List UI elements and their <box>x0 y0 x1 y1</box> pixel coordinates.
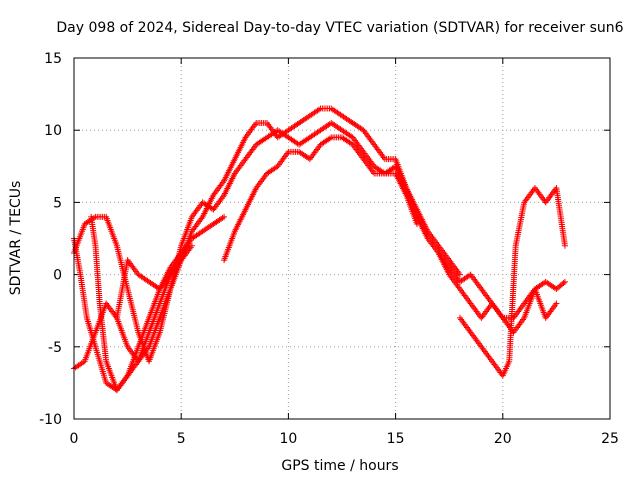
y-tick-label: 10 <box>44 123 62 139</box>
chart-title: Day 098 of 2024, Sidereal Day-to-day VTE… <box>56 20 623 36</box>
data-point <box>561 242 568 249</box>
x-tick-label: 25 <box>601 431 619 447</box>
data-point <box>221 213 228 220</box>
x-tick-label: 5 <box>177 431 186 447</box>
x-tick-label: 10 <box>279 431 297 447</box>
series-sat-d <box>71 235 185 394</box>
series-sat-g <box>456 184 568 379</box>
y-tick-label: -10 <box>39 412 62 428</box>
data-point <box>178 249 185 256</box>
x-tick-label: 15 <box>387 431 405 447</box>
series-sat-b <box>71 105 463 372</box>
x-tick-label: 20 <box>494 431 512 447</box>
series-sat-h <box>435 249 560 336</box>
y-tick-label: 5 <box>53 195 62 211</box>
x-axis-label: GPS time / hours <box>281 458 398 474</box>
data-point <box>561 278 568 285</box>
y-tick-label: 15 <box>44 51 62 67</box>
y-tick-label: -5 <box>48 340 62 356</box>
data-point <box>188 242 195 249</box>
series-sat-f <box>221 134 421 264</box>
x-tick-label: 0 <box>70 431 79 447</box>
x-tick-labels: 0 5 10 15 20 25 <box>70 431 619 447</box>
data-point <box>553 300 560 307</box>
y-axis-label: SDTVAR / TECUs <box>8 181 24 296</box>
data-point <box>414 221 421 228</box>
plot-border <box>73 57 611 420</box>
y-tick-labels: -10 -5 0 5 10 15 <box>39 51 62 428</box>
data-point <box>456 271 463 278</box>
data-points <box>71 105 568 394</box>
y-tick-label: 0 <box>53 268 62 284</box>
series-sat-e <box>113 242 195 321</box>
data-point <box>560 280 567 287</box>
grid <box>73 57 611 420</box>
